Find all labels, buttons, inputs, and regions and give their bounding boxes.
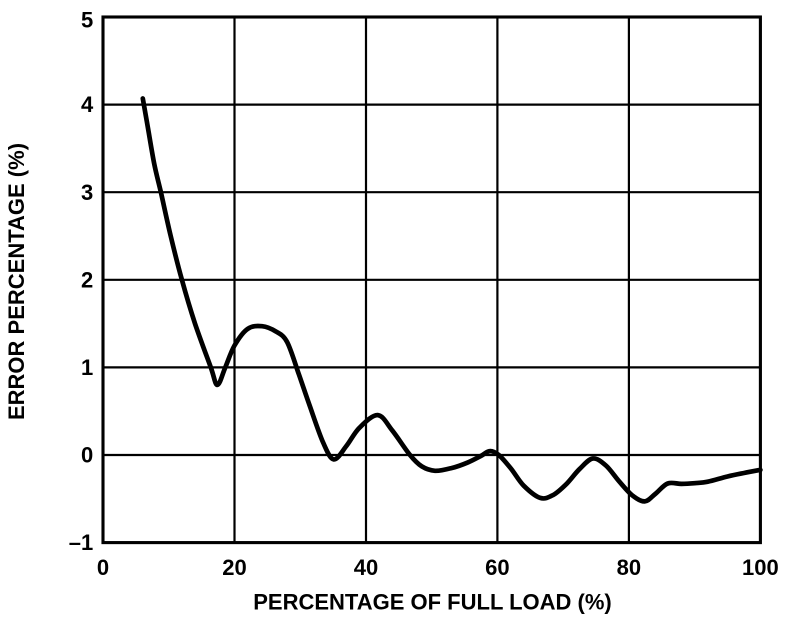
svg-text:–1: –1 (69, 530, 93, 555)
svg-text:20: 20 (222, 555, 246, 580)
svg-text:4: 4 (81, 92, 94, 117)
svg-text:100: 100 (742, 555, 779, 580)
svg-text:40: 40 (354, 555, 378, 580)
svg-text:PERCENTAGE OF FULL LOAD (%): PERCENTAGE OF FULL LOAD (%) (253, 590, 612, 615)
svg-text:80: 80 (617, 555, 641, 580)
svg-text:1: 1 (81, 355, 93, 380)
svg-text:0: 0 (81, 443, 93, 468)
svg-text:5: 5 (81, 7, 93, 32)
svg-text:ERROR PERCENTAGE (%): ERROR PERCENTAGE (%) (4, 143, 29, 420)
svg-text:3: 3 (81, 180, 93, 205)
svg-text:2: 2 (81, 267, 93, 292)
svg-text:0: 0 (97, 555, 109, 580)
svg-text:60: 60 (485, 555, 509, 580)
